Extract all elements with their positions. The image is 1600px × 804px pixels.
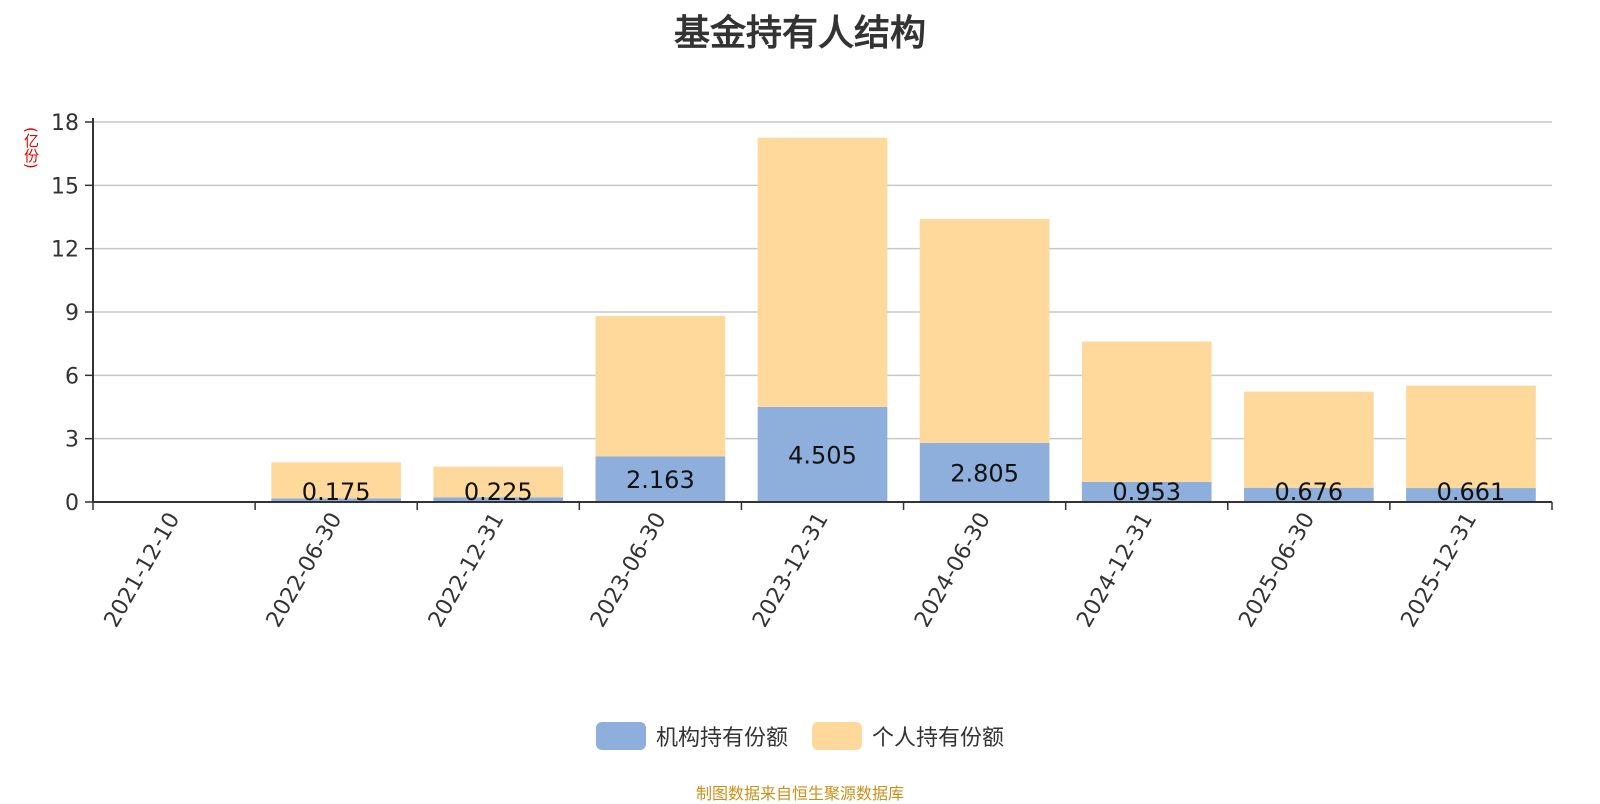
y-tick-label: 3 bbox=[65, 428, 79, 453]
bar-individual bbox=[271, 462, 402, 499]
legend: 机构持有份额 个人持有份额 bbox=[0, 720, 1600, 752]
y-tick-label: 12 bbox=[51, 238, 79, 263]
data-label: 4.505 bbox=[788, 441, 857, 469]
bar-individual bbox=[1081, 341, 1212, 482]
y-tick-label: 18 bbox=[51, 111, 79, 136]
data-label: 0.953 bbox=[1112, 478, 1181, 506]
stacked-bar-chart: 0 3 6 9 12 15 18 2021-12-10 2022-06-30 2022-12-31… bbox=[51, 111, 1553, 632]
x-tick-label: 2022-12-31 bbox=[424, 509, 510, 632]
x-tick-label: 2024-06-30 bbox=[910, 509, 996, 632]
x-tick-label: 2021-12-10 bbox=[100, 509, 186, 632]
bars bbox=[271, 137, 1536, 502]
bar-individual bbox=[919, 219, 1050, 443]
data-label: 2.805 bbox=[950, 459, 1019, 487]
legend-item-institutional[interactable]: 机构持有份额 bbox=[595, 720, 788, 752]
bar-institutional bbox=[433, 497, 564, 502]
source-note: 制图数据来自恒生聚源数据库 bbox=[695, 784, 904, 803]
legend-label-individual: 个人持有份额 bbox=[872, 726, 1005, 751]
data-labels: 0.175 0.225 2.163 4.505 2.805 0.953 0.676 0.661 bbox=[302, 441, 1505, 506]
bar-institutional bbox=[1406, 488, 1536, 502]
bar-institutional bbox=[271, 498, 402, 502]
chart-title: 基金持有人结构 bbox=[673, 13, 926, 54]
bar-individual bbox=[433, 466, 564, 498]
bar-institutional bbox=[1243, 487, 1374, 502]
y-tick-label: 15 bbox=[51, 174, 79, 199]
bar-institutional bbox=[757, 406, 888, 502]
data-label: 2.163 bbox=[626, 466, 695, 494]
x-tick-label: 2025-06-30 bbox=[1234, 509, 1320, 632]
x-tick-label: 2024-12-31 bbox=[1072, 509, 1158, 632]
legend-label-institutional: 机构持有份额 bbox=[655, 726, 788, 751]
y-tick-label: 0 bbox=[65, 491, 79, 516]
data-label: 0.175 bbox=[302, 478, 371, 506]
data-label: 0.676 bbox=[1274, 478, 1343, 506]
legend-swatch-institutional bbox=[595, 722, 646, 750]
data-label: 0.225 bbox=[464, 478, 533, 506]
bar-institutional bbox=[1081, 481, 1212, 502]
y-axis-unit-label: (亿份) bbox=[22, 127, 40, 169]
y-tick-label: 6 bbox=[65, 364, 79, 389]
x-tick-label: 2023-12-31 bbox=[748, 509, 834, 632]
y-tick-label: 9 bbox=[65, 301, 79, 326]
legend-swatch-individual bbox=[812, 722, 862, 750]
bar-individual bbox=[757, 137, 888, 407]
data-label: 0.661 bbox=[1437, 478, 1506, 506]
bar-individual bbox=[1406, 385, 1536, 489]
x-tick-label: 2025-12-31 bbox=[1397, 509, 1483, 632]
x-tick-label: 2023-06-30 bbox=[586, 509, 672, 632]
legend-item-individual[interactable]: 个人持有份额 bbox=[812, 720, 1004, 752]
bar-institutional bbox=[595, 456, 726, 502]
bar-individual bbox=[595, 315, 726, 457]
bar-individual bbox=[1243, 391, 1374, 488]
bar-institutional bbox=[919, 442, 1050, 502]
x-tick-label: 2022-06-30 bbox=[262, 509, 348, 632]
